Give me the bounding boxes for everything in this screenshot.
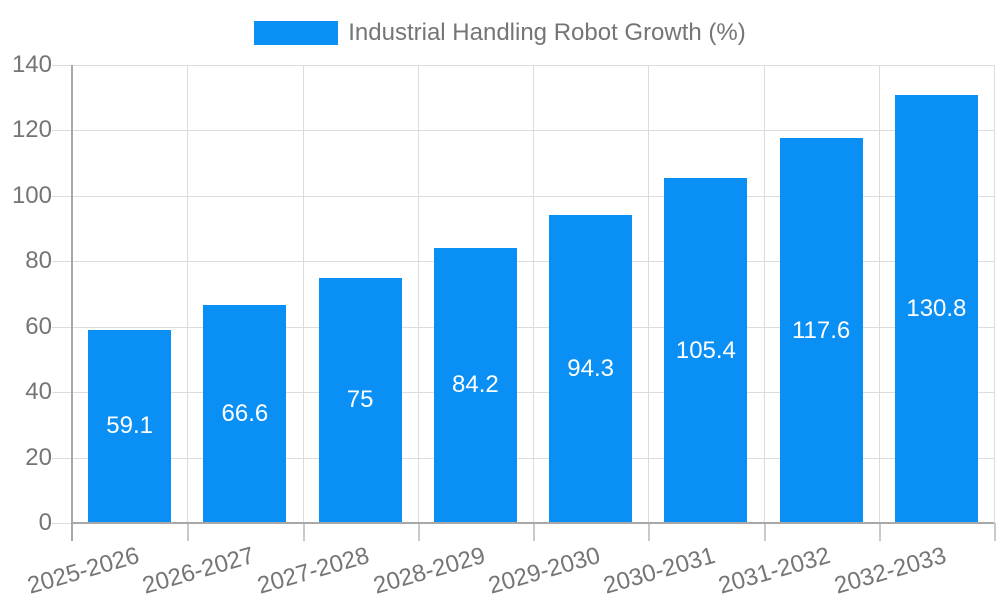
x-category-label: 2027-2028 (254, 542, 373, 600)
bar (779, 138, 863, 523)
x-axis-tick (187, 523, 190, 541)
bar-value-label: 66.6 (221, 400, 269, 428)
chart-title: Industrial Handling Robot Growth (%) (348, 19, 746, 46)
x-axis-tick (878, 523, 881, 541)
y-gridline (52, 65, 994, 66)
bar (433, 247, 517, 523)
bar (894, 95, 978, 523)
x-gridline (533, 65, 534, 523)
bar-value-label: 130.8 (906, 295, 967, 323)
y-tick-label: 140 (11, 51, 52, 78)
y-tick-label: 120 (11, 116, 52, 144)
y-gridline (52, 457, 994, 459)
y-tick-label: 60 (25, 312, 52, 340)
x-axis-tick (994, 523, 996, 541)
bar-value-label: 75 (346, 386, 374, 414)
x-axis-tick (648, 523, 651, 541)
x-axis-tick (533, 523, 535, 541)
bar (318, 277, 402, 523)
y-tick-label: 100 (11, 181, 52, 209)
bar (549, 214, 633, 523)
x-axis-tick (763, 523, 766, 541)
y-gridline (52, 261, 994, 263)
x-gridline (878, 65, 880, 523)
x-axis-tick (417, 523, 420, 541)
y-gridline (52, 130, 994, 132)
x-category-label: 2029-2030 (485, 542, 604, 600)
y-tick-label: 40 (25, 378, 52, 406)
legend-swatch (254, 21, 339, 45)
x-category-label: 2032-2033 (831, 542, 949, 600)
bar-value-label: 84.2 (452, 371, 499, 399)
y-gridline (52, 195, 994, 197)
bar-value-label: 105.4 (675, 336, 736, 364)
y-gridline (52, 326, 994, 328)
x-category-label: 2030-2031 (600, 542, 719, 600)
x-gridline (648, 65, 650, 523)
y-tick-label: 0 (38, 509, 52, 536)
y-gridline (52, 392, 994, 394)
y-axis-line (71, 65, 73, 541)
bar-value-label: 94.3 (567, 354, 614, 382)
y-tick-label: 20 (25, 443, 52, 471)
x-axis-tick (302, 523, 305, 541)
x-category-label: 2028-2029 (370, 542, 488, 600)
legend: Industrial Handling Robot Growth (%) (0, 10, 1000, 56)
x-category-label: 2025-2026 (24, 542, 143, 600)
y-tick-label: 80 (25, 247, 52, 275)
bar (664, 178, 748, 523)
bar-value-label: 117.6 (791, 316, 851, 344)
x-gridline (763, 65, 765, 523)
x-gridline (417, 65, 419, 523)
x-gridline (302, 65, 304, 523)
x-category-label: 2026-2027 (139, 542, 258, 600)
y-axis-tick (52, 523, 72, 524)
x-category-label: 2031-2032 (715, 542, 834, 600)
bar-value-label: 59.1 (106, 412, 153, 440)
bar (203, 305, 287, 523)
x-gridline (994, 65, 995, 523)
x-axis-line (71, 522, 994, 524)
bar (88, 329, 172, 523)
x-gridline (187, 65, 189, 523)
